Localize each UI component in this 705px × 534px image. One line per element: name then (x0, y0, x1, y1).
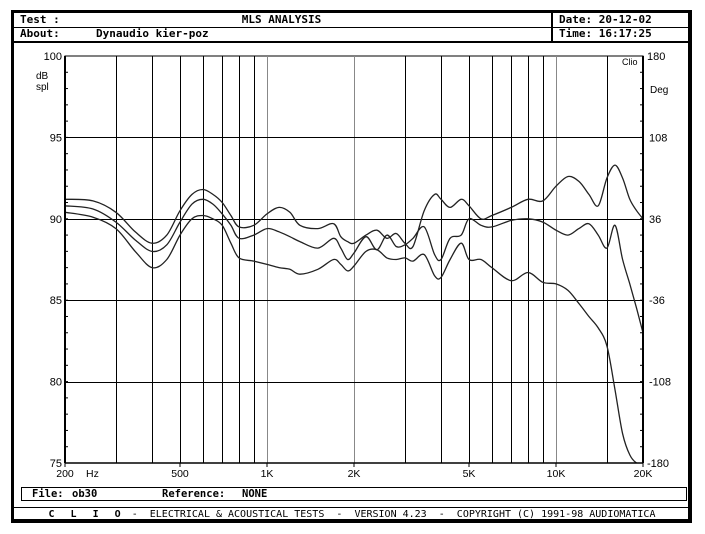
date-cell: Date: 20-12-02 (551, 13, 699, 27)
x-tick-label: 200 (56, 468, 74, 480)
y2-tick-label: 180 (647, 51, 665, 63)
chart-grid (64, 55, 644, 464)
date-value: 20-12-02 (598, 13, 652, 26)
analysis-title: MLS ANALYSIS (241, 13, 322, 26)
y-unit-spl: spl (36, 82, 49, 93)
chart-curves (65, 164, 643, 463)
y-unit-db: dB (36, 71, 49, 82)
y-tick-label: 75 (50, 458, 62, 470)
x-tick-label: 5K (463, 468, 476, 480)
time-label: Time: (559, 27, 593, 40)
about-value: Dynaudio kier-poz (96, 27, 209, 40)
header-row-test: Test : MLS ANALYSIS Date: 20-12-02 (14, 13, 688, 28)
chart-axes: 100 95 90 85 80 75 180 108 36 -36 -108 -180 200 500 1K… (44, 51, 671, 480)
x-tick-label: 500 (171, 468, 189, 480)
y-tick-label: 85 (50, 295, 62, 307)
footer-banner: C L I O - ELECTRICAL & ACOUSTICAL TESTS … (14, 507, 690, 522)
date-label: Date: (559, 13, 593, 26)
response-curve (65, 164, 643, 250)
y2-tick-label: -180 (647, 458, 669, 470)
clio-window: Test : MLS ANALYSIS Date: 20-12-02 About… (11, 10, 692, 523)
y-tick-label: 80 (50, 377, 62, 389)
footer-text: - ELECTRICAL & ACOUSTICAL TESTS - VERSIO… (125, 509, 656, 520)
x-tick-label: 1K (261, 468, 274, 480)
y2-tick-label: -36 (649, 295, 665, 307)
time-cell: Time: 16:17:25 (551, 27, 699, 41)
x-tick-label: 2K (348, 468, 361, 480)
y-tick-label: 95 (50, 132, 62, 144)
time-value: 16:17:25 (598, 27, 652, 40)
x-tick-label: 20K (634, 468, 653, 480)
y2-tick-label: 108 (649, 132, 667, 144)
response-curve (65, 198, 643, 333)
response-curve (65, 211, 643, 463)
x-tick-label: 10K (547, 468, 566, 480)
y2-tick-label: -108 (649, 377, 671, 389)
test-label: Test : (20, 13, 60, 26)
x-unit-hz: Hz (86, 468, 99, 480)
header-row-about: About: Dynaudio kier-poz Time: 16:17:25 (14, 27, 688, 43)
footer-brand: C L I O (48, 509, 126, 520)
y-tick-label: 90 (50, 214, 62, 226)
about-label: About: (20, 27, 60, 40)
reference-label: Reference: (162, 488, 226, 500)
file-label: File: (32, 488, 64, 500)
clio-watermark: Clio (622, 57, 638, 67)
file-value: ob30 (72, 488, 98, 500)
reference-value: NONE (242, 488, 268, 500)
file-info-bar: File: ob30 Reference: NONE (21, 487, 687, 501)
y2-unit-deg: Deg (650, 85, 668, 96)
y2-tick-label: 36 (649, 214, 661, 226)
y-tick-label: 100 (44, 51, 62, 63)
